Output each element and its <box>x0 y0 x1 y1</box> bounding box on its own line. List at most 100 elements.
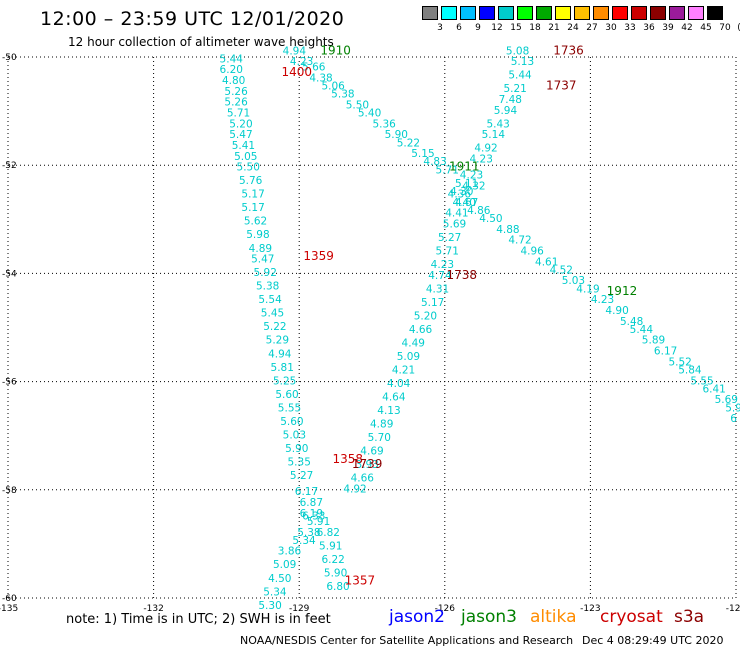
swh-value: 7.48 <box>499 94 522 106</box>
swh-value: 4.92 <box>474 143 497 155</box>
satellite-legend-cryosat: cryosat <box>600 607 663 627</box>
swh-value: 4.38 <box>309 72 332 84</box>
swh-labels: 5.446.204.805.265.265.715.205.475.415.05… <box>220 45 740 612</box>
swh-value: 5.21 <box>503 83 526 95</box>
swh-value: 6.33 <box>302 511 325 523</box>
swh-value: 5.38 <box>256 281 279 293</box>
lon-tick-label: -129 <box>289 604 310 614</box>
legend-label: 45 <box>700 23 712 33</box>
swh-value: 5.27 <box>290 470 313 482</box>
swh-value: 5.34 <box>263 586 287 598</box>
track-time-label: 1911 <box>449 160 480 174</box>
legend-swatch <box>631 6 647 20</box>
legend-swatch <box>498 6 514 20</box>
swh-value: 4.69 <box>360 446 383 458</box>
swh-value: 5.20 <box>229 118 252 130</box>
lon-tick-label: -132 <box>143 604 163 614</box>
swh-value: 4.50 <box>479 213 502 225</box>
swh-value: 5.22 <box>397 137 420 149</box>
legend-label: 24 <box>567 23 579 33</box>
swh-value: 5.54 <box>258 294 282 306</box>
lat-lon-grid <box>7 56 737 599</box>
legend-label: 18 <box>529 23 541 33</box>
lat-tick-label: -56 <box>2 378 17 388</box>
lon-tick-label: -120 <box>726 604 740 614</box>
legend-label: 15 <box>510 23 522 33</box>
swh-value: 4.40 <box>453 197 476 209</box>
swh-value: 5.13 <box>511 56 534 68</box>
swh-value: 5.41 <box>232 140 255 152</box>
swh-value: 3.93 <box>355 459 378 471</box>
swh-value: 5.69 <box>715 394 738 406</box>
swh-value: 5.05 <box>234 151 257 163</box>
track-time-labels: 1910 1400 1736 1737 1911 1359 1738 1912 13581739… <box>281 43 637 587</box>
swh-value: 4.64 <box>382 392 406 404</box>
lat-tick-label: -58 <box>2 486 17 496</box>
swh-value: 5.71 <box>436 164 459 176</box>
track-time-label: 1738 <box>447 268 478 282</box>
legend-label: 27 <box>586 23 598 33</box>
satellite-legend-s3a: s3a <box>674 607 705 627</box>
swh-value: 5.69 <box>443 218 466 230</box>
legend-label: 30 <box>605 23 617 33</box>
swh-value: 4.89 <box>370 419 393 431</box>
lat-tick-label: -60 <box>2 594 17 604</box>
swh-value: 4.50 <box>268 573 291 585</box>
swh-value: 4.80 <box>222 75 245 87</box>
swh-value: 4.30 <box>450 186 473 198</box>
swh-value: 4.36 <box>448 189 472 201</box>
satellite-legend-jason2: jason2 <box>389 607 445 627</box>
swh-value: 4.23 <box>460 170 483 182</box>
legend-swatch <box>517 6 533 20</box>
swh-value: 4.67 <box>455 197 478 209</box>
swh-value: 4.19 <box>576 283 599 295</box>
legend-label: 42 <box>681 23 693 33</box>
lat-tick-label: -54 <box>2 269 17 279</box>
swh-value: 5.9 <box>725 402 740 414</box>
track-time-label: 1357 <box>345 573 376 587</box>
swh-value: 5.47 <box>229 129 252 141</box>
swh-value: 4.49 <box>402 337 425 349</box>
swh-value: 5.38 <box>297 527 320 539</box>
legend-swatch <box>669 6 685 20</box>
page-title: 12:00 – 23:59 UTC 12/01/2020 <box>40 8 345 30</box>
swh-value: 5.22 <box>263 321 286 333</box>
swh-value: 4.41 <box>445 208 468 220</box>
swh-value: 5.60 <box>280 416 303 428</box>
swh-value: 6.19 <box>300 508 323 520</box>
legend-label: 12 <box>491 23 503 33</box>
swh-value: 5.26 <box>224 97 248 109</box>
lon-tick-label: -123 <box>580 604 600 614</box>
swh-value: 6.17 <box>654 346 677 358</box>
satellite-legend-jason3: jason3 <box>461 607 517 627</box>
legend-swatch <box>479 6 495 20</box>
swh-value: 5.44 <box>630 324 654 336</box>
lat-tick-label: -50 <box>2 53 17 63</box>
credit-line: NOAA/NESDIS Center for Satellite Applica… <box>240 634 574 647</box>
swh-value: 4.94 <box>283 45 307 57</box>
swh-value: 5.09 <box>273 559 296 571</box>
swh-value: 4.23 <box>290 56 313 68</box>
swh-value: 4.23 <box>591 294 614 306</box>
swh-value: 5.76 <box>239 175 263 187</box>
track-time-label: 1400 <box>281 65 312 79</box>
swh-value: 5.06 <box>321 80 345 92</box>
legend-label: 3 <box>437 23 443 33</box>
swh-value: 5.43 <box>486 118 509 130</box>
track-time-label: 1358 <box>332 452 363 466</box>
swh-value: 4.04 <box>387 378 411 390</box>
legend-label: 21 <box>548 23 560 33</box>
track-time-label: 1912 <box>607 284 638 298</box>
satellite-legend-altika: altika <box>530 607 577 627</box>
swh-value: 4.31 <box>426 283 449 295</box>
swh-value: 4.88 <box>496 224 519 236</box>
swh-value: 5.20 <box>414 310 437 322</box>
lon-tick-label: -126 <box>435 604 456 614</box>
swh-value: 5.62 <box>244 216 267 228</box>
swh-value: 4.96 <box>520 245 544 257</box>
swh-value: 4.86 <box>467 205 491 217</box>
legend-swatch <box>460 6 476 20</box>
track-time-label: 1737 <box>546 78 577 92</box>
swh-value: 5.27 <box>438 232 461 244</box>
